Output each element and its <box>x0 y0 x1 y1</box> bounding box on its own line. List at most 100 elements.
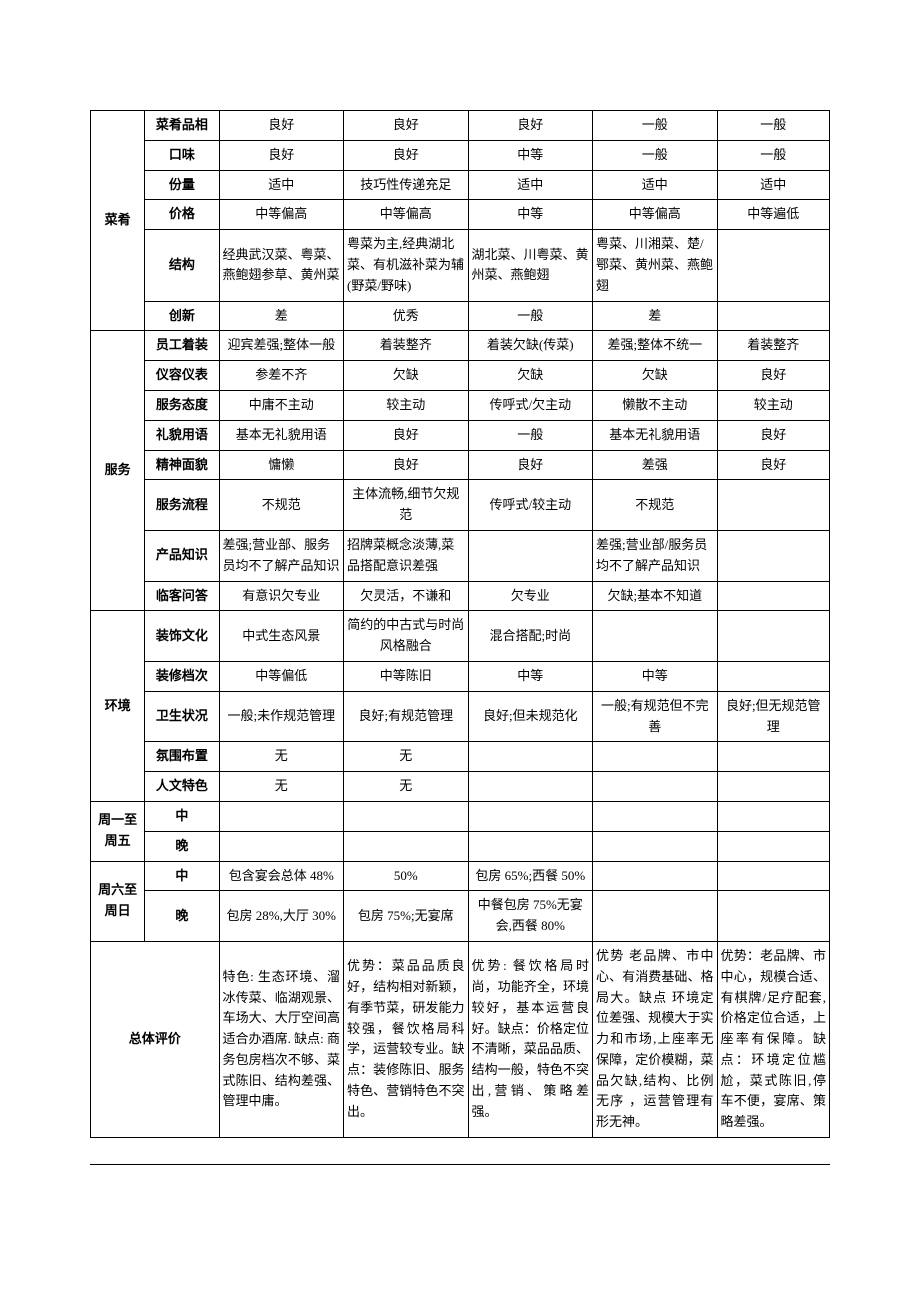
data-cell: 适中 <box>468 170 593 200</box>
subcategory-label: 装修档次 <box>145 661 219 691</box>
table-row: 周六至周日中包含宴会总体 48%50%包房 65%;西餐 50% <box>91 861 830 891</box>
table-row: 周一至周五中 <box>91 801 830 831</box>
subcategory-label: 产品知识 <box>145 530 219 581</box>
data-cell: 经典武汉菜、粤菜、燕鲍翅参草、黄州菜 <box>219 230 344 301</box>
data-cell: 良好 <box>717 420 829 450</box>
data-cell: 中等偏高 <box>344 200 469 230</box>
data-cell <box>219 801 344 831</box>
data-cell <box>717 661 829 691</box>
table-row: 装修档次中等偏低中等陈旧中等中等 <box>91 661 830 691</box>
data-cell: 一般;未作规范管理 <box>219 691 344 742</box>
data-cell <box>593 801 718 831</box>
data-cell: 欠缺;基本不知道 <box>593 581 718 611</box>
data-cell: 粤菜、川湘菜、楚/鄂菜、黄州菜、燕鲍翅 <box>593 230 718 301</box>
table-row: 精神面貌慵懒良好良好差强良好 <box>91 450 830 480</box>
subcategory-label: 礼貌用语 <box>145 420 219 450</box>
subcategory-label: 中 <box>145 801 219 831</box>
data-cell <box>717 891 829 942</box>
table-row: 份量适中技巧性传递充足适中适中适中 <box>91 170 830 200</box>
subcategory-label: 服务态度 <box>145 390 219 420</box>
data-cell: 适中 <box>717 170 829 200</box>
table-row: 菜肴菜肴品相良好良好良好一般一般 <box>91 111 830 141</box>
subcategory-label: 仪容仪表 <box>145 361 219 391</box>
data-cell: 良好 <box>468 111 593 141</box>
table-row: 环境装饰文化中式生态风景简约的中古式与时尚风格融合混合搭配;时尚 <box>91 611 830 662</box>
subcategory-label: 装饰文化 <box>145 611 219 662</box>
summary-cell: 优势：菜品品质良好，结构相对新颖，有季节菜，研发能力较强，餐饮格局科学，运营较专… <box>344 941 469 1137</box>
data-cell: 欠缺 <box>468 361 593 391</box>
data-cell: 包房 28%,大厅 30% <box>219 891 344 942</box>
data-cell: 差强;营业部/服务员均不了解产品知识 <box>593 530 718 581</box>
data-cell: 中餐包房 75%无宴会,西餐 80% <box>468 891 593 942</box>
data-cell <box>593 742 718 772</box>
data-cell: 着装整齐 <box>344 331 469 361</box>
subcategory-label: 结构 <box>145 230 219 301</box>
data-cell: 包房 75%;无宴席 <box>344 891 469 942</box>
table-row: 服务员工着装迎宾差强;整体一般着装整齐着装欠缺(传菜)差强;整体不统一着装整齐 <box>91 331 830 361</box>
data-cell: 一般 <box>593 140 718 170</box>
data-cell: 招牌菜概念淡薄,菜品搭配意识差强 <box>344 530 469 581</box>
table-row: 服务态度中庸不主动较主动传呼式/欠主动懒散不主动较主动 <box>91 390 830 420</box>
data-cell: 中等 <box>468 200 593 230</box>
data-cell <box>717 581 829 611</box>
data-cell <box>468 772 593 802</box>
data-cell <box>593 772 718 802</box>
table-row: 临客问答有意识欠专业欠灵活，不谦和欠专业欠缺;基本不知道 <box>91 581 830 611</box>
data-cell: 良好 <box>717 361 829 391</box>
data-cell <box>468 831 593 861</box>
data-cell: 良好 <box>717 450 829 480</box>
subcategory-label: 晚 <box>145 891 219 942</box>
data-cell <box>717 831 829 861</box>
table-row: 总体评价特色: 生态环境、溜冰传菜、临湖观景、车场大、大厅空间高适合办酒席. 缺… <box>91 941 830 1137</box>
data-cell: 迎宾差强;整体一般 <box>219 331 344 361</box>
data-cell: 中等偏高 <box>219 200 344 230</box>
table-row: 产品知识差强;营业部、服务员均不了解产品知识招牌菜概念淡薄,菜品搭配意识差强差强… <box>91 530 830 581</box>
data-cell: 一般 <box>717 140 829 170</box>
data-cell: 欠缺 <box>593 361 718 391</box>
data-cell: 差强 <box>593 450 718 480</box>
subcategory-label: 份量 <box>145 170 219 200</box>
data-cell: 较主动 <box>344 390 469 420</box>
table-row: 氛围布置无无 <box>91 742 830 772</box>
subcategory-label: 中 <box>145 861 219 891</box>
data-cell: 着装欠缺(传菜) <box>468 331 593 361</box>
data-cell: 一般;有规范但不完善 <box>593 691 718 742</box>
data-cell <box>717 230 829 301</box>
subcategory-label: 服务流程 <box>145 480 219 531</box>
data-cell: 一般 <box>468 301 593 331</box>
data-cell: 中等偏低 <box>219 661 344 691</box>
subcategory-label: 氛围布置 <box>145 742 219 772</box>
data-cell: 良好 <box>468 450 593 480</box>
data-cell: 传呼式/较主动 <box>468 480 593 531</box>
data-cell: 中等偏高 <box>593 200 718 230</box>
data-cell: 差 <box>219 301 344 331</box>
data-cell: 传呼式/欠主动 <box>468 390 593 420</box>
data-cell: 主体流畅,细节欠规范 <box>344 480 469 531</box>
data-cell: 无 <box>344 742 469 772</box>
table-row: 结构经典武汉菜、粤菜、燕鲍翅参草、黄州菜粤菜为主,经典湖北菜、有机滋补菜为辅(野… <box>91 230 830 301</box>
data-cell: 不规范 <box>593 480 718 531</box>
data-cell: 参差不齐 <box>219 361 344 391</box>
data-cell <box>717 801 829 831</box>
data-cell: 良好;有规范管理 <box>344 691 469 742</box>
data-cell: 良好 <box>219 140 344 170</box>
subcategory-label: 临客问答 <box>145 581 219 611</box>
data-cell <box>593 611 718 662</box>
category-label: 周一至周五 <box>91 801 145 861</box>
data-cell: 良好 <box>344 420 469 450</box>
summary-cell: 特色: 生态环境、溜冰传菜、临湖观景、车场大、大厅空间高适合办酒席. 缺点: 商… <box>219 941 344 1137</box>
data-cell: 基本无礼貌用语 <box>593 420 718 450</box>
data-cell: 差强;整体不统一 <box>593 331 718 361</box>
data-cell: 包房 65%;西餐 50% <box>468 861 593 891</box>
data-cell: 粤菜为主,经典湖北菜、有机滋补菜为辅(野菜/野味) <box>344 230 469 301</box>
data-cell: 一般 <box>717 111 829 141</box>
data-cell: 良好 <box>219 111 344 141</box>
data-cell: 良好;但未规范化 <box>468 691 593 742</box>
subcategory-label: 卫生状况 <box>145 691 219 742</box>
data-cell <box>593 861 718 891</box>
data-cell: 简约的中古式与时尚风格融合 <box>344 611 469 662</box>
data-cell: 慵懒 <box>219 450 344 480</box>
category-label: 菜肴 <box>91 111 145 331</box>
data-cell <box>717 772 829 802</box>
data-cell: 无 <box>219 772 344 802</box>
